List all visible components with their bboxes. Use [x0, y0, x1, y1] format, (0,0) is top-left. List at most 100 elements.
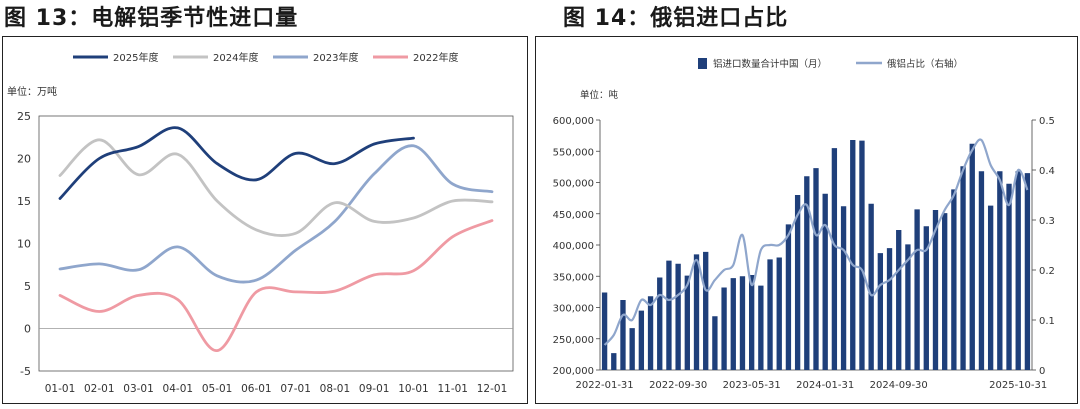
bar	[629, 328, 635, 370]
y-tick-label: 550,000	[553, 147, 594, 158]
y-tick-label: 450,000	[553, 210, 594, 221]
bar	[1006, 183, 1012, 370]
bar	[703, 251, 709, 370]
bar	[647, 296, 654, 370]
legend-label: 铝进口数量合计中国（月）	[713, 58, 827, 70]
y2-tick-label: 0.3	[1039, 216, 1055, 227]
figure-14-title: 图 14：俄铝进口占比	[563, 6, 789, 31]
series-line	[58, 138, 494, 238]
x-tick-label: 11-01	[437, 383, 468, 395]
x-tick-label: 08-01	[320, 383, 351, 395]
y-tick-label: 5	[24, 280, 31, 293]
bar	[987, 205, 994, 370]
plot-area-frame	[38, 115, 514, 372]
legend-label: 2025年度	[113, 51, 158, 64]
bar	[923, 226, 929, 370]
y-tick-label: 200,000	[553, 366, 594, 377]
bar	[960, 166, 966, 370]
bar	[794, 195, 801, 370]
bar	[804, 176, 810, 370]
bar	[868, 203, 874, 370]
x-tick-label: 07-01	[280, 383, 311, 395]
bar	[877, 253, 884, 370]
x-tick-label: 2022-09-30	[649, 380, 707, 391]
bar	[813, 168, 819, 370]
y-tick-label: 250,000	[553, 335, 594, 346]
x-tick-label: 12-01	[477, 383, 508, 395]
y-tick-label: 500,000	[553, 179, 594, 190]
bar	[611, 353, 617, 370]
bar	[675, 263, 681, 370]
x-tick-label: 05-01	[202, 383, 233, 395]
bar	[997, 171, 1003, 370]
bar	[932, 210, 939, 370]
x-tick-label: 02-01	[84, 383, 115, 395]
x-tick-label: 09-01	[359, 383, 390, 395]
x-tick-label: 2024-09-30	[870, 380, 928, 391]
bar	[620, 300, 626, 370]
x-tick-label: 03-01	[123, 383, 154, 395]
rusal-share-chart: 200,000 250,000 300,000 350,000 400,000 450,0…	[553, 58, 1055, 391]
bar	[951, 189, 957, 370]
rusal-share-chart-panel: 200,000 250,000 300,000 350,000 400,000 450,0…	[535, 36, 1078, 404]
seasonal-import-chart: -5 0 5 10 15 20 25 01-01 02-01 03-01 04-01 05-01 06-…	[7, 51, 514, 395]
bar	[978, 171, 985, 370]
bar	[693, 254, 700, 370]
y-tick-label: 600,000	[553, 116, 594, 127]
series-line	[58, 219, 494, 352]
y-tick-label: 20	[17, 153, 31, 166]
bar	[1015, 171, 1021, 370]
legend-swatch	[698, 58, 707, 69]
series-line	[58, 126, 415, 200]
x-tick-label: 2023-05-31	[723, 380, 781, 391]
bar	[969, 143, 975, 370]
bar	[850, 140, 856, 370]
bar	[601, 292, 608, 370]
legend-label: 俄铝占比（右轴）	[887, 58, 963, 70]
y-tick-label: 15	[17, 195, 31, 208]
y-tick-label: 350,000	[553, 272, 594, 283]
y2-tick-label: 0.5	[1039, 116, 1055, 127]
bar	[758, 285, 764, 370]
x-tick-label: 01-01	[45, 383, 76, 395]
legend-label: 2024年度	[213, 51, 258, 64]
bar	[657, 277, 663, 370]
bar	[942, 213, 948, 370]
bar	[712, 316, 718, 370]
bar	[684, 275, 690, 370]
bar	[767, 259, 773, 370]
legend-label: 2022年度	[413, 51, 458, 64]
y2-tick-label: 0.2	[1039, 266, 1055, 277]
bar	[666, 260, 672, 370]
bar	[831, 148, 838, 370]
bar	[822, 193, 828, 370]
x-tick-label: 06-01	[241, 383, 272, 395]
bar	[748, 275, 755, 370]
bar	[896, 230, 902, 370]
bar	[914, 209, 920, 370]
y-tick-label: -5	[20, 365, 31, 378]
bar	[776, 257, 782, 370]
y-tick-label: 25	[17, 110, 31, 123]
figure-13-title: 图 13：电解铝季节性进口量	[4, 6, 299, 31]
y-tick-label: 0	[24, 323, 31, 336]
bar	[840, 206, 847, 370]
bar	[886, 248, 893, 370]
bar	[1024, 173, 1031, 370]
seasonal-import-chart-panel: -5 0 5 10 15 20 25 01-01 02-01 03-01 04-01 05-01 06-…	[2, 36, 528, 404]
bar	[730, 278, 736, 370]
x-tick-label: 04-01	[163, 383, 194, 395]
x-tick-label: 2025-10-31	[989, 380, 1047, 391]
y2-tick-label: 0	[1039, 366, 1045, 377]
bar	[721, 287, 727, 370]
y-tick-label: 10	[17, 238, 31, 251]
y2-tick-label: 0.1	[1039, 316, 1055, 327]
y-tick-label: 300,000	[553, 304, 594, 315]
y-axis-unit-label: 单位：万吨	[7, 85, 57, 98]
y2-tick-label: 0.4	[1039, 166, 1055, 177]
x-tick-label: 2024-01-31	[796, 380, 854, 391]
x-tick-label: 10-01	[398, 383, 429, 395]
bar	[739, 276, 746, 370]
x-tick-label: 2022-01-31	[576, 380, 634, 391]
share-line	[603, 138, 1029, 346]
